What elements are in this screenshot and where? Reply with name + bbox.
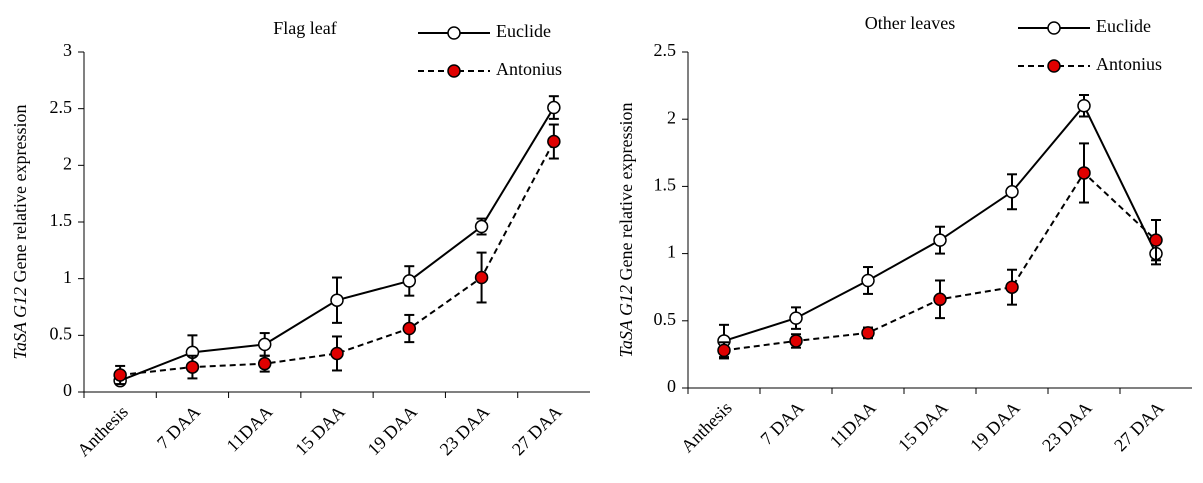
x-tick-label: 27 DAA bbox=[508, 402, 566, 460]
x-tick-label: Anthesis bbox=[73, 402, 132, 461]
legend-marker bbox=[447, 26, 461, 40]
marker bbox=[933, 292, 947, 307]
y-tick-label: 1 bbox=[63, 267, 72, 287]
marker bbox=[257, 356, 272, 371]
x-tick-label: 11DAA bbox=[826, 398, 880, 452]
marker bbox=[717, 343, 731, 358]
marker bbox=[402, 274, 417, 288]
marker bbox=[789, 334, 803, 348]
y-tick-label: 1.5 bbox=[50, 210, 73, 230]
marker bbox=[113, 368, 127, 382]
legend-label: Euclide bbox=[1096, 16, 1151, 36]
y-tick-label: 1 bbox=[667, 242, 676, 262]
marker bbox=[330, 293, 344, 307]
x-tick-label: Anthesis bbox=[677, 398, 736, 457]
x-tick-label: 23 DAA bbox=[1038, 398, 1096, 456]
chart-title: Other leaves bbox=[865, 13, 955, 33]
y-axis-label: TaSA G12 Gene relative expression bbox=[10, 105, 30, 360]
marker bbox=[547, 134, 561, 149]
legend-label: Antonius bbox=[496, 59, 562, 79]
marker bbox=[861, 273, 875, 288]
x-tick-label: 19 DAA bbox=[363, 402, 421, 460]
x-tick-label: 11DAA bbox=[222, 402, 276, 456]
marker bbox=[257, 337, 272, 352]
legend-label: Euclide bbox=[496, 21, 551, 41]
x-tick-label: 7 DAA bbox=[153, 402, 204, 453]
y-tick-label: 0 bbox=[63, 380, 72, 400]
marker bbox=[1077, 166, 1091, 180]
y-tick-label: 2.5 bbox=[50, 97, 73, 117]
marker bbox=[1149, 233, 1163, 247]
y-axis-label-gene: TaSA G12 bbox=[616, 285, 636, 358]
marker bbox=[1077, 99, 1091, 113]
chart-title: Flag leaf bbox=[273, 18, 336, 38]
x-tick-label: 15 DAA bbox=[291, 402, 349, 460]
legend-marker bbox=[1047, 59, 1061, 73]
y-axis-label-text: Gene relative expression bbox=[616, 103, 636, 281]
y-tick-label: 2 bbox=[63, 153, 72, 173]
marker bbox=[474, 219, 489, 234]
legend-marker bbox=[1047, 21, 1061, 35]
legend-label: Antonius bbox=[1096, 54, 1162, 74]
legend-marker bbox=[447, 64, 461, 78]
marker bbox=[330, 346, 344, 361]
x-tick-label: 23 DAA bbox=[436, 402, 494, 460]
marker bbox=[1005, 280, 1019, 294]
y-tick-label: 1.5 bbox=[654, 175, 677, 195]
y-axis-label: TaSA G12 Gene relative expression bbox=[616, 103, 636, 358]
y-tick-label: 0.5 bbox=[50, 323, 73, 343]
marker bbox=[933, 233, 947, 247]
x-tick-label: 27 DAA bbox=[1110, 398, 1168, 456]
marker bbox=[861, 326, 875, 340]
marker bbox=[402, 321, 417, 336]
y-tick-label: 0.5 bbox=[654, 309, 677, 329]
y-tick-label: 2 bbox=[667, 107, 676, 127]
marker bbox=[1005, 185, 1019, 199]
marker bbox=[789, 311, 803, 325]
y-tick-label: 0 bbox=[667, 376, 676, 396]
x-tick-label: 15 DAA bbox=[894, 398, 952, 456]
y-tick-label: 3 bbox=[63, 40, 72, 60]
series-line bbox=[723, 171, 1157, 352]
y-axis-label-text: Gene relative expression bbox=[10, 105, 30, 283]
marker bbox=[547, 100, 561, 115]
x-tick-label: 7 DAA bbox=[756, 398, 807, 449]
marker bbox=[185, 360, 200, 374]
y-axis-label-gene: TaSA G12 bbox=[10, 287, 30, 360]
y-tick-label: 2.5 bbox=[654, 40, 677, 60]
marker bbox=[474, 270, 489, 285]
x-tick-label: 19 DAA bbox=[966, 398, 1024, 456]
